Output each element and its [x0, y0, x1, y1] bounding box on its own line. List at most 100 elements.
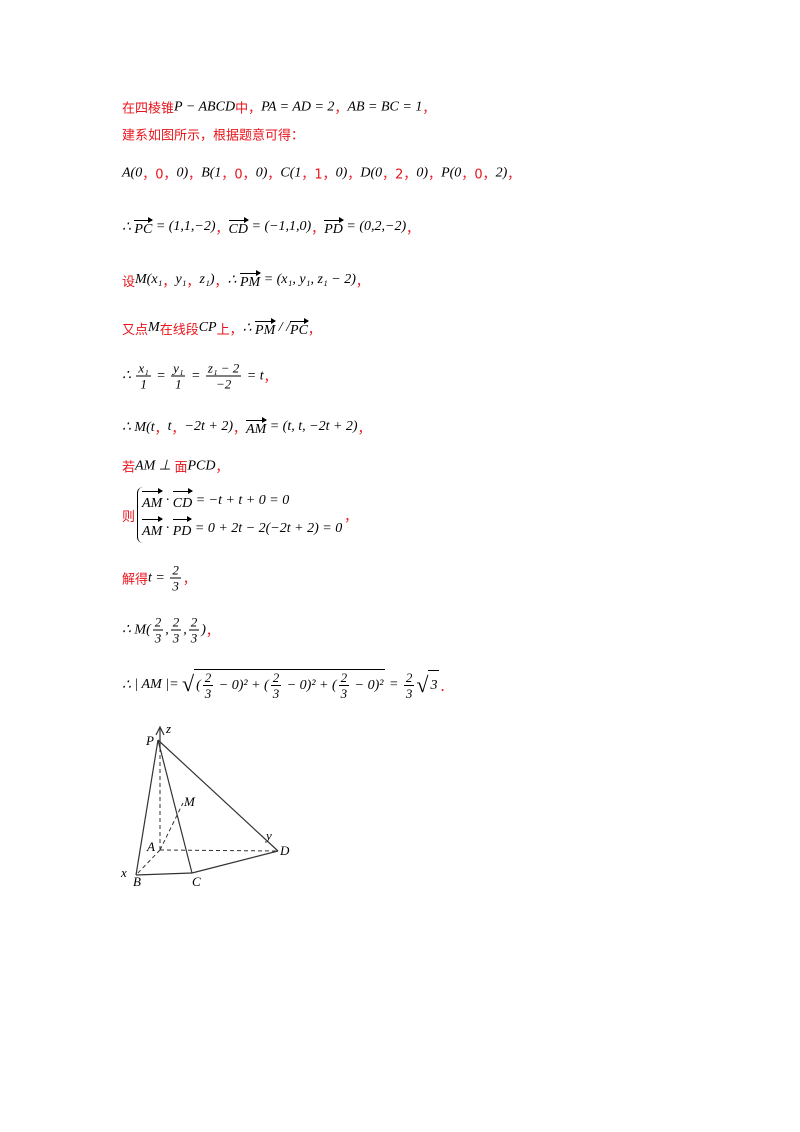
text: ，0，: [142, 167, 177, 183]
figure-label: A: [146, 839, 155, 854]
text: ，: [214, 274, 228, 290]
line: ∴ M(2 3, 2 3, 2 3)，: [122, 615, 219, 646]
text: ，: [428, 167, 442, 183]
vector: PM: [239, 270, 262, 290]
line: ∴ M(t， t， −2t + 2)， AM = (t, t, −2t + 2)，: [122, 416, 371, 438]
text: ，: [205, 624, 219, 640]
text: ，: [215, 221, 229, 237]
text: ，: [357, 421, 371, 437]
math: P(0: [441, 165, 462, 180]
math: A(0: [122, 165, 143, 180]
math: 0): [335, 165, 348, 180]
text: ，: [422, 101, 436, 117]
figure-label: z: [165, 721, 171, 736]
vector: PC: [290, 318, 309, 338]
math: 0): [255, 165, 268, 180]
fraction: z₁ − 2 −2: [205, 361, 242, 392]
numerator: 2: [188, 614, 200, 631]
denominator: 3: [172, 630, 180, 646]
math: = (1,1,−2): [152, 219, 216, 234]
text: 面: [174, 460, 188, 476]
text: ，: [162, 274, 176, 290]
text: ，: [188, 167, 202, 183]
numerator: x₁: [136, 360, 151, 377]
math: z₁): [199, 272, 215, 287]
text: ．: [439, 679, 453, 695]
math: ∴: [122, 677, 135, 693]
math: PA = AD = 2: [261, 99, 335, 114]
text: 建系如图所示，根据题意可得：: [122, 128, 305, 144]
text: 中，: [235, 101, 262, 117]
math: =: [187, 368, 204, 383]
text: ，: [267, 167, 281, 183]
figure-label: x: [120, 865, 127, 880]
figure-label: D: [279, 843, 290, 858]
math: C(1: [280, 165, 302, 180]
radical: √: [182, 671, 195, 696]
math: AM ⊥: [135, 458, 175, 474]
figure-label: M: [183, 794, 196, 809]
radicand: (2 3 − 0)² + (2 3 − 0)² + (2 3 − 0)²: [194, 669, 386, 701]
text: ，: [154, 421, 168, 437]
line: 建系如图所示，根据题意可得：: [122, 125, 304, 144]
text: ，: [263, 370, 277, 386]
math: =: [152, 368, 170, 383]
line: 设 M(x₁， y₁， z₁)， ∴ PM = (x₁, y₁, z₁ − 2)，: [122, 269, 369, 291]
math: / /: [275, 320, 291, 335]
fraction: y₁ 1: [171, 360, 186, 392]
vector: PM: [255, 318, 277, 338]
math: M(x₁: [135, 272, 163, 287]
math: 0): [416, 165, 429, 180]
numerator: y₁: [171, 360, 186, 377]
text: 则: [122, 509, 136, 525]
math: −2t + 2): [184, 419, 233, 434]
line: ∴ PC = (1,1,−2)， CD = (−1,1,0)， PD = (0,2,…: [122, 216, 419, 238]
radicand: 3: [428, 670, 440, 700]
math: M: [148, 320, 160, 335]
text: ，0，: [221, 167, 256, 183]
text: ，: [344, 509, 358, 525]
denominator: 3: [172, 578, 179, 594]
figure-label: y: [264, 828, 272, 843]
text: ，: [171, 421, 185, 437]
denominator: 1: [175, 376, 182, 392]
math: P − ABCD: [174, 99, 236, 114]
radical: √: [416, 672, 429, 697]
text: 又点: [122, 322, 149, 338]
math: ,: [183, 622, 187, 637]
math: M(: [134, 622, 151, 637]
text: 设: [122, 274, 136, 290]
equation-system: AM · CD = −t + t + 0 = 0 AM · PD = 0 + 2t…: [137, 487, 342, 543]
denominator: 1: [140, 376, 147, 392]
text: 在四棱锥: [122, 101, 175, 117]
text: 若: [122, 460, 136, 476]
math: = (0,2,−2): [342, 219, 407, 234]
math: t: [167, 419, 172, 434]
math: ∴ M(t: [122, 419, 155, 435]
numerator: 2: [338, 670, 350, 686]
denominator: 3: [190, 630, 198, 646]
sqrt: √ 3: [416, 670, 440, 700]
text: ，: [182, 572, 196, 588]
figure-label: C: [192, 874, 201, 889]
math: ∴: [122, 219, 135, 235]
math: AB = BC = 1: [347, 99, 423, 114]
numerator: 2: [152, 614, 164, 631]
line: 在四棱锥 P − ABCD 中， PA = AD = 2， AB = BC = 1，: [122, 98, 435, 117]
line: 若 AM ⊥ 面 PCD，: [122, 457, 228, 476]
math: − 0)²: [351, 677, 384, 693]
vector: PD: [324, 217, 344, 237]
text: ，: [347, 167, 361, 183]
math: t =: [148, 570, 169, 585]
denominator: 3: [154, 630, 162, 646]
denominator: 3: [405, 685, 413, 701]
figure-label: P: [145, 733, 154, 748]
math: = −t + t + 0 = 0: [192, 493, 290, 508]
text: 在线段: [159, 322, 199, 338]
math: PCD: [187, 458, 216, 473]
